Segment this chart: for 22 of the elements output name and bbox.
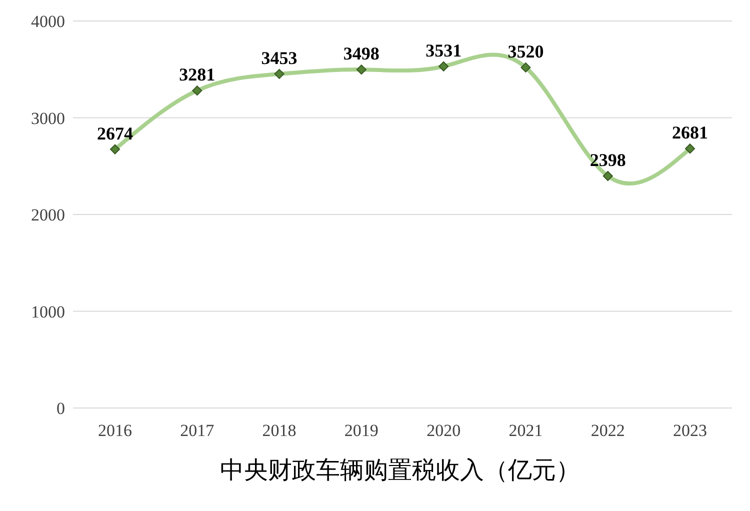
x-tick-label: 2018 [262, 421, 296, 440]
text: 中央财政车辆购置税收入（亿元） [219, 455, 581, 486]
y-tick-label: 0 [56, 399, 65, 418]
x-tick-label: 2020 [426, 421, 461, 440]
data-label: 3453 [261, 48, 298, 68]
data-label: 3498 [343, 44, 380, 64]
x-tick-label: 2022 [590, 421, 625, 440]
x-tick-label: 2021 [508, 421, 543, 440]
x-tick-label: 2016 [98, 421, 132, 440]
y-tick-label: 3000 [31, 108, 65, 128]
data-label: 3281 [179, 64, 216, 85]
data-label: 3531 [426, 40, 462, 60]
data-label: 2681 [672, 122, 708, 143]
y-tick-label: 1000 [31, 302, 65, 322]
x-tick-label: 2019 [344, 421, 378, 440]
x-tick-label: 2017 [180, 421, 215, 440]
data-label: 3520 [508, 41, 544, 62]
y-tick-label: 4000 [31, 12, 65, 32]
y-tick-label: 2000 [31, 206, 65, 225]
data-label: 2398 [590, 150, 626, 170]
data-label: 2674 [97, 123, 133, 144]
x-tick-label: 2023 [673, 421, 707, 440]
